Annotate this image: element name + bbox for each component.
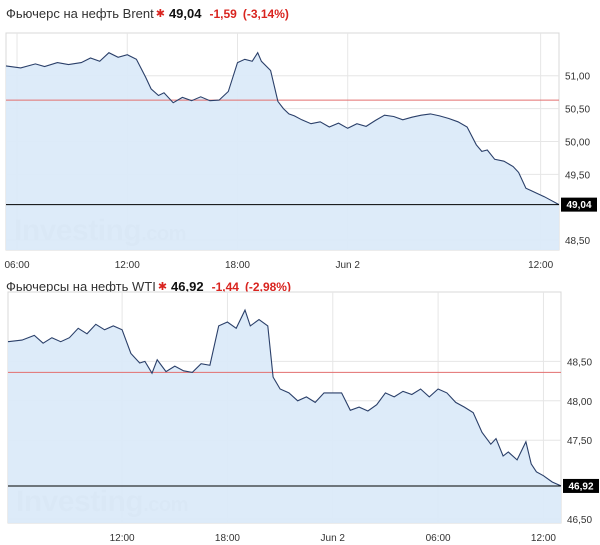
wti-change-pct: (-2,98%) [244,280,291,294]
brent-change: -1,59 [209,7,237,21]
wti-y-tick-2: 47,50 [567,436,592,447]
wti-area-fill [8,310,561,523]
brent-x-tick-3: Jun 2 [335,260,360,271]
brent-instrument-name[interactable]: Фьючерс на нефть Brent [6,6,154,21]
brent-last-value-label: 49,04 [566,200,591,211]
wti-x-tick-4: 12:00 [531,533,556,544]
wti-last-value-badge [563,478,599,493]
wti-price-line [7,308,562,487]
wti-star-icon: ✱ [157,281,168,293]
wti-y-tick-0: 48,50 [567,357,592,368]
brent-y-tick-3: 49,50 [565,170,590,181]
brent-change-pct: (-3,14%) [242,7,289,21]
wti-y-tick-3: 46,50 [567,515,592,526]
wti-x-tick-2: Jun 2 [321,533,346,544]
brent-y-tick-0: 51,00 [565,72,590,83]
brent-x-tick-2: 18:00 [225,260,250,271]
wti-y-tick-1: 48,00 [567,397,592,408]
brent-x-tick-0: 06:00 [5,260,30,271]
wti-change: -1,44 [211,280,239,294]
brent-y-tick-1: 50,50 [565,105,590,116]
brent-y-tick-4: 48,50 [565,236,590,247]
brent-y-tick-2: 50,00 [565,138,590,149]
wti-chart[interactable]: Investing.com48,5048,0047,5046,5046,9212… [0,275,600,545]
brent-chart[interactable]: Investing.com51,0050,5050,0049,5048,5049… [0,0,600,275]
brent-star-icon: ✱ [155,8,165,20]
brent-area-fill [6,52,559,251]
wti-instrument-name[interactable]: Фьючерсы на нефть WTI [6,279,156,294]
wti-x-tick-1: 18:00 [215,533,240,544]
brent-x-tick-4: 12:00 [528,260,553,271]
wti-x-tick-0: 12:00 [110,533,135,544]
wti-last-value-label: 46,92 [568,481,593,492]
wti-header: Фьючерсы на нефть WTI ✱ 46,92 -1,44 (-2,98%) [6,276,297,298]
wti-price: 46,92 [171,279,204,294]
brent-last-value-badge [561,197,597,212]
wti-x-tick-3: 06:00 [426,533,451,544]
brent-price: 49,04 [168,6,202,21]
brent-x-tick-1: 12:00 [115,260,140,271]
brent-header: Фьючерс на нефть Brent ✱ 49,04 -1,59 (-3,14%… [6,3,295,25]
brent-price-line [5,51,560,206]
